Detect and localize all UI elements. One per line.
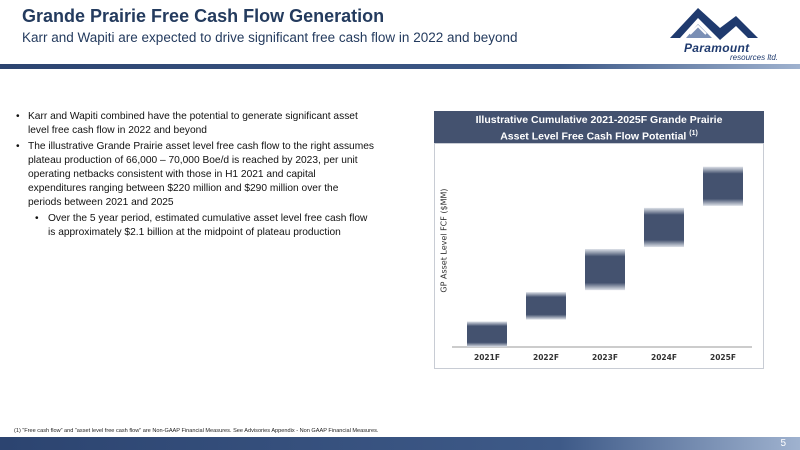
mountain-icon [670,8,758,40]
bar-2023F [585,249,625,291]
logo-tagline: resources ltd. [730,53,779,62]
waterfall-chart: 2021F 2022F 2023F 2024F 2025F [452,166,752,362]
bullet-list: Karr and Wapiti combined have the potent… [14,110,374,240]
header-divider [0,64,800,69]
bullet-item: The illustrative Grande Prairie asset le… [14,140,374,210]
chart-title-line2: Asset Level Free Cash Flow Potential [500,130,687,143]
chart-title-line1: Illustrative Cumulative 2021-2025F Grand… [475,114,723,126]
bar-2022F [526,292,566,320]
bar-2021F [467,321,507,347]
bullet-item: Karr and Wapiti combined have the potent… [14,110,374,138]
page-number: 5 [780,438,786,449]
x-tick-label: 2025F [710,353,736,362]
page-subtitle: Karr and Wapiti are expected to drive si… [22,30,518,45]
sub-bullet-item: Over the 5 year period, estimated cumula… [14,212,374,240]
bar-2025F [703,166,743,206]
page-title: Grande Prairie Free Cash Flow Generation [22,6,385,26]
footnote: (1) “Free cash flow” and “asset level fr… [14,428,379,434]
chart-title-note: (1) [689,130,698,137]
bar-2024F [644,207,684,248]
logo-wordmark: Paramount [684,41,750,55]
x-tick-label: 2022F [533,353,559,362]
x-tick-label: 2021F [474,353,500,362]
x-tick-label: 2024F [651,353,677,362]
paramount-logo [670,8,758,40]
chart-title: Illustrative Cumulative 2021-2025F Grand… [434,111,764,143]
x-tick-label: 2023F [592,353,618,362]
footer-bar [0,437,800,450]
chart-frame [434,143,764,369]
